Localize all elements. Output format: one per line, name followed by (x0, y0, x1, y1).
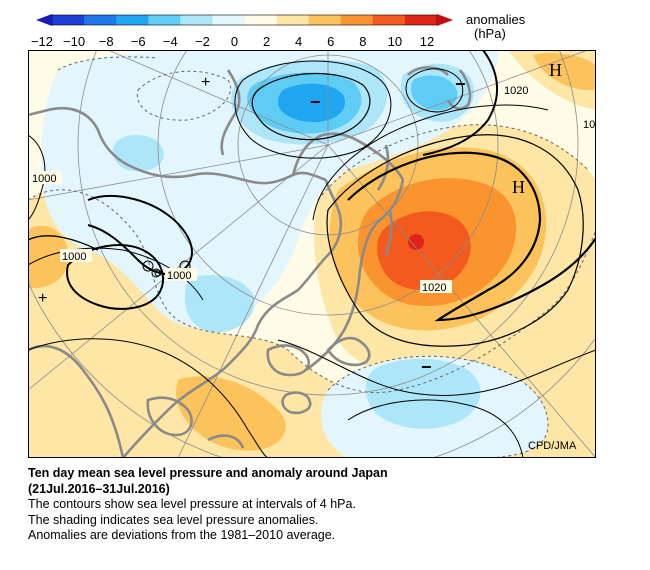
isobar-1020-east (347, 151, 596, 322)
colorbar-tick-label: 12 (420, 34, 434, 49)
isobar-northeast-low (405, 68, 464, 113)
colorbar-tick-labels: −12 −10 −8 −6 −4 −2 0 2 4 6 8 10 12 (31, 34, 434, 49)
caption-title: Ten day mean sea level pressure and anom… (28, 466, 388, 480)
isobar-1020-northeast (422, 50, 499, 156)
colorbar-tick-label: 6 (327, 34, 334, 49)
coastlines (28, 66, 472, 458)
anomaly-low-area-central (184, 275, 255, 333)
caption-line-anomalies: Anomalies are deviations from the 1981–2… (28, 528, 336, 542)
isobar-small-ring-d (151, 268, 161, 278)
isobar-1012-south (28, 338, 269, 458)
colorbar-cell (276, 15, 310, 25)
high-pressure-marker-northeast: H (549, 60, 562, 80)
anomaly-low-area-southeast (365, 358, 481, 429)
plus-marker-west: + (38, 290, 47, 307)
colorbar-cell (84, 15, 117, 25)
isobar-1000-west-b (66, 244, 164, 310)
colorbar-cell (116, 15, 149, 25)
isobar-label-1000-w: 1000 (32, 173, 56, 185)
colorbar-cell (404, 15, 438, 25)
colorbar-cell (340, 15, 374, 25)
isobar-1012-southeast (347, 399, 524, 458)
isobar-labels: 1020 1000 1000 1000 1020 10 (30, 83, 596, 294)
low-anomaly-marker-north: − (310, 92, 321, 112)
colorbar-cell (52, 15, 85, 25)
isobar-1000-west-a (87, 194, 193, 275)
colorbar-cell (148, 15, 181, 25)
isobar-small-ring-c (154, 269, 162, 277)
isobar-label-edge: 10 (583, 119, 595, 131)
isobar-north-low (251, 72, 371, 141)
isobar-1004-west (28, 134, 46, 221)
isobar-small-ring-a (142, 260, 154, 272)
colorbar-tick-label: −4 (163, 34, 178, 49)
isobar-north-low-outer (234, 60, 392, 159)
anomaly-core-area (377, 211, 471, 291)
colorbar-tick-label: −2 (195, 34, 210, 49)
anomaly-high-area-northeast (533, 53, 596, 91)
isobar-1012 (312, 104, 549, 221)
colorbar-cell (372, 15, 406, 25)
colorbar-tick-label: −8 (99, 34, 114, 49)
low-anomaly-marker-northeast: − (455, 74, 466, 94)
colorbar-cell (244, 15, 278, 25)
colorbar-tick-label: 8 (359, 34, 366, 49)
map-caption: Ten day mean sea level pressure and anom… (28, 466, 628, 544)
colorbar-tick-label: 0 (231, 34, 238, 49)
map-frame (28, 50, 596, 458)
colorbar-tick-label: 2 (263, 34, 270, 49)
isobar-label-1020-e: 1020 (422, 282, 446, 294)
graticule (28, 50, 596, 458)
isobar-1000-west-c (28, 235, 99, 251)
zero-anomaly-contours (28, 56, 596, 458)
isobars (28, 50, 596, 458)
colorbar-cell (212, 15, 245, 25)
legend-unit: (hPa) (474, 26, 506, 41)
caption-period: (21Jul.2016–31Jul.2016) (28, 481, 170, 496)
legend-title: anomalies (466, 12, 526, 27)
isobar-label-1000-sw: 1000 (62, 251, 86, 263)
caption-line-shading: The shading indicates sea level pressure… (28, 512, 319, 527)
plus-marker-north: + (201, 74, 210, 91)
anomaly-high-area-southwest (176, 376, 286, 451)
pressure-anomaly-map: 1020 1000 1000 1000 1020 10 H H − − − + … (28, 50, 596, 458)
colorbar-right-arrow (437, 14, 453, 26)
isobar-label-1000-c: 1000 (167, 270, 191, 282)
high-pressure-marker-east: H (512, 177, 525, 197)
caption-line-contours: The contours show sea level pressure at … (28, 497, 356, 511)
low-anomaly-marker-southeast: − (421, 357, 432, 377)
colorbar-tick-label: 10 (388, 34, 402, 49)
anomaly-maximum (408, 234, 424, 250)
colorbar-cell (308, 15, 342, 25)
colorbar-left-arrow (36, 14, 52, 26)
anomaly-colorbar: −12 −10 −8 −6 −4 −2 0 2 4 6 8 10 12 anomalies (hPa) (31, 12, 526, 49)
colorbar-tick-label: −6 (131, 34, 146, 49)
colorbar-cell (180, 15, 213, 25)
colorbar-tick-label: 4 (295, 34, 302, 49)
colorbar-tick-label: −12 (31, 34, 53, 49)
isobar-label-1020-ne: 1020 (504, 85, 528, 97)
colorbar-tick-label: −10 (63, 34, 85, 49)
anomaly-high-area-west (28, 225, 69, 289)
map-credit: CPD/JMA (528, 440, 577, 452)
isobar-1016-east (326, 134, 584, 347)
isobar-1016-south (277, 339, 596, 396)
anomaly-lower-area-northeast (410, 75, 458, 111)
colorbar-cells (51, 14, 438, 26)
